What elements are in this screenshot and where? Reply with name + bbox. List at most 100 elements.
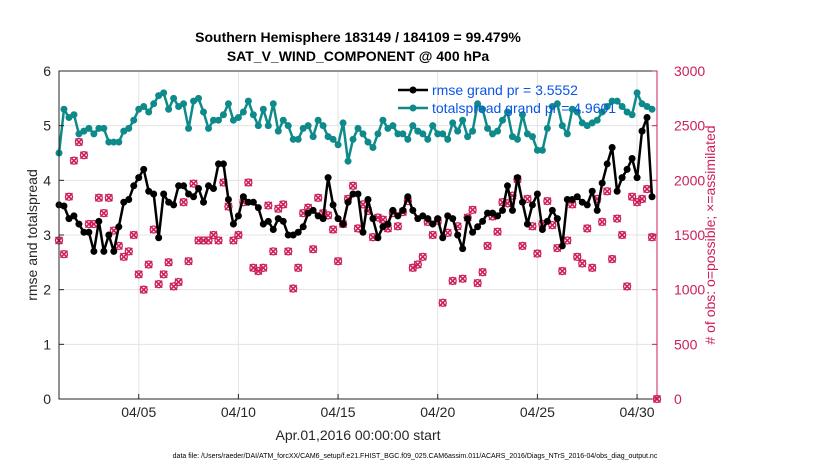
- spread-point: [543, 124, 551, 132]
- obs-possible-point: [234, 230, 243, 240]
- obs-assimilated-point: [573, 252, 582, 261]
- obs-possible-point: [617, 230, 627, 240]
- obs-possible-point: [558, 266, 567, 276]
- obs-possible-point: [199, 236, 208, 245]
- rmse-point: [130, 182, 138, 190]
- obs-assimilated-point: [588, 263, 597, 272]
- rmse-point: [563, 195, 571, 203]
- spread-point: [294, 135, 302, 143]
- rmse-point: [254, 204, 262, 212]
- spread-point: [558, 122, 566, 130]
- legend-rmse-marker: [409, 86, 417, 94]
- obs-assimilated-point: [134, 270, 143, 279]
- spread-point: [439, 130, 447, 138]
- obs-assimilated-point: [189, 179, 198, 188]
- rmse-point: [608, 144, 616, 152]
- obs-possible-point: [612, 214, 622, 223]
- rmse-point: [523, 220, 531, 228]
- spread-point: [165, 105, 173, 113]
- rmse-point: [618, 174, 626, 182]
- obs-assimilated-point: [448, 276, 457, 285]
- obs-possible-point: [393, 222, 403, 231]
- x-tick-label: 04/20: [420, 404, 455, 420]
- spread-point: [110, 138, 118, 146]
- obs-possible-point: [637, 194, 647, 204]
- obs-possible-point: [493, 227, 502, 236]
- obs-possible-point: [608, 254, 617, 264]
- rmse-point: [100, 247, 108, 255]
- spread-point: [234, 113, 242, 121]
- obs-assimilated-point: [483, 241, 492, 250]
- y-right-tick-label: 2000: [674, 172, 705, 188]
- rmse-point: [309, 206, 317, 214]
- spread-point: [200, 108, 208, 116]
- rmse-point: [364, 195, 372, 203]
- obs-possible-point: [194, 236, 203, 245]
- obs-possible-point: [413, 260, 422, 269]
- rmse-point: [264, 217, 272, 225]
- rmse-point: [558, 242, 566, 250]
- rmse-point: [369, 215, 377, 223]
- obs-assimilated-point: [184, 257, 193, 266]
- obs-possible-point: [139, 285, 148, 294]
- obs-possible-point: [144, 260, 153, 269]
- rmse-point: [434, 215, 442, 223]
- obs-assimilated-point: [104, 193, 113, 202]
- rmse-point: [190, 193, 198, 201]
- rmse-point: [299, 223, 307, 231]
- obs-possible-point: [179, 198, 188, 207]
- spread-point: [249, 111, 257, 119]
- obs-possible-point: [438, 298, 447, 307]
- rmse-point: [384, 220, 392, 228]
- obs-possible-point: [588, 263, 597, 272]
- obs-possible-point: [308, 245, 318, 254]
- obs-possible-point: [104, 193, 113, 202]
- spread-point: [429, 122, 437, 130]
- obs-assimilated-point: [129, 230, 138, 240]
- spread-point: [185, 124, 193, 132]
- rmse-point: [339, 220, 347, 228]
- spread-point: [359, 130, 367, 138]
- y-right-tick-label: 3000: [674, 63, 705, 79]
- rmse-point: [494, 212, 502, 220]
- obs-assimilated-point: [174, 277, 183, 287]
- obs-assimilated-point: [413, 260, 422, 269]
- spread-point: [279, 116, 287, 124]
- rmse-point: [249, 198, 257, 206]
- spread-point: [289, 135, 297, 143]
- obs-assimilated-point: [249, 263, 258, 272]
- rmse-point: [548, 206, 556, 214]
- rmse-point: [224, 195, 232, 203]
- axis-ticks: 04/05 04/10 04/15 04/20 04/25 04/30 0 1 2 3 4 5 6 0 50…: [43, 63, 705, 420]
- rmse-point: [105, 231, 113, 239]
- y-tick-label: 5: [43, 118, 51, 134]
- rmse-point: [175, 182, 183, 190]
- rmse-point: [479, 217, 487, 225]
- obs-assimilated-point: [583, 224, 592, 233]
- spread-point: [494, 127, 502, 135]
- rmse-point: [628, 154, 636, 162]
- spread-point: [598, 108, 606, 116]
- obs-possible-point: [214, 236, 223, 245]
- spread-point: [60, 105, 68, 113]
- rmse-point: [135, 174, 143, 182]
- spread-point: [399, 130, 407, 138]
- spread-point: [449, 119, 457, 127]
- obs-assimilated-point: [608, 254, 617, 264]
- obs-assimilated-point: [637, 194, 647, 203]
- rmse-point: [209, 185, 217, 193]
- rmse-point: [424, 215, 432, 223]
- obs-possible-point: [134, 270, 143, 279]
- rmse-point: [648, 193, 656, 201]
- y-tick-label: 6: [43, 63, 51, 79]
- spread-point: [648, 105, 656, 113]
- obs-possible-point: [69, 156, 79, 165]
- rmse-point: [474, 223, 482, 231]
- obs-possible-point: [473, 278, 482, 288]
- spread-point: [334, 141, 342, 149]
- spread-point: [314, 116, 322, 124]
- rmse-point: [155, 234, 163, 242]
- spread-point: [538, 146, 546, 154]
- spread-point: [195, 94, 203, 102]
- obs-assimilated-point: [289, 284, 298, 293]
